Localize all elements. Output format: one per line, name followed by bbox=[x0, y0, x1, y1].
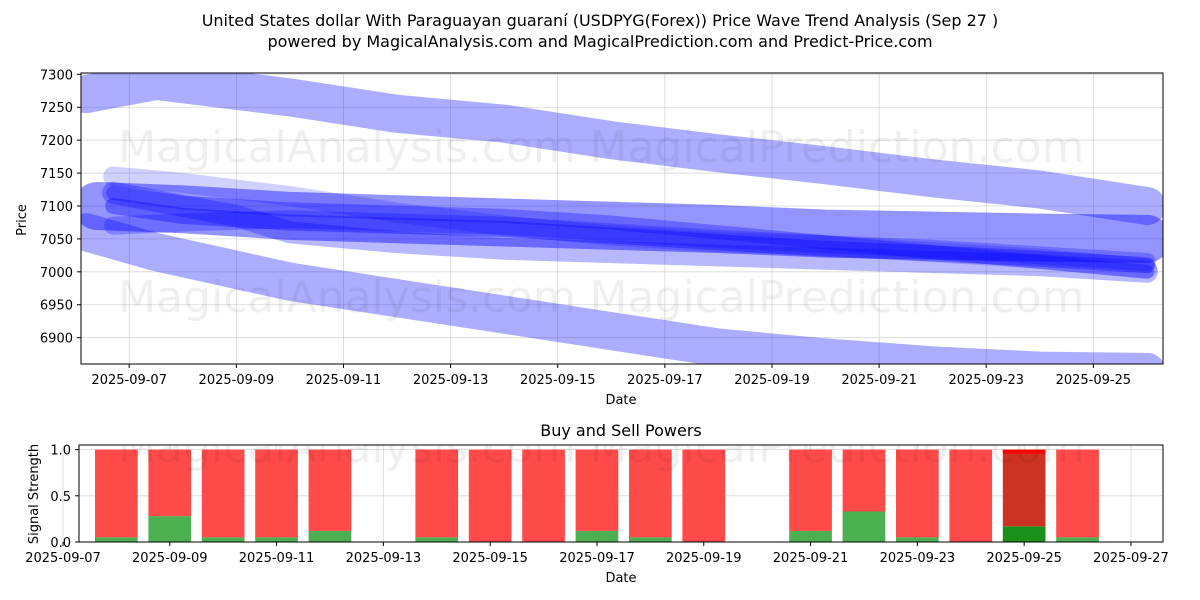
signal-y-tick-label: 0.0 bbox=[50, 536, 71, 551]
sell-bar bbox=[949, 449, 993, 542]
main-watermarks: MagicalAnalysis.com MagicalPrediction.com… bbox=[118, 122, 1084, 323]
main-x-tick-label: 2025-09-23 bbox=[948, 373, 1024, 388]
main-y-tick-label: 7100 bbox=[40, 200, 73, 215]
sell-bar bbox=[308, 449, 352, 531]
chart-title-line1: United States dollar With Paraguayan gua… bbox=[202, 11, 999, 30]
main-x-tick-label: 2025-09-15 bbox=[520, 373, 596, 388]
chart-title-line2: powered by MagicalAnalysis.com and Magic… bbox=[267, 32, 932, 51]
wave-band-upper-envelope bbox=[81, 73, 1163, 225]
main-y-axis-label: Price bbox=[15, 204, 30, 236]
buy-bar bbox=[842, 511, 886, 542]
sell-bar bbox=[522, 449, 565, 542]
wave-band-wave-e bbox=[106, 185, 1154, 279]
sell-bar bbox=[629, 449, 672, 538]
main-x-tick-label: 2025-09-17 bbox=[627, 373, 703, 388]
main-x-tick-label: 2025-09-21 bbox=[841, 373, 917, 388]
signal-x-tick-label: 2025-09-11 bbox=[239, 551, 315, 566]
sell-bar-cap bbox=[1002, 449, 1046, 454]
buy-bar bbox=[415, 537, 459, 542]
signal-x-tick-label: 2025-09-23 bbox=[880, 551, 956, 566]
sell-bar bbox=[575, 449, 619, 531]
main-y-tick-label: 7150 bbox=[40, 167, 73, 182]
sell-bar bbox=[415, 449, 459, 538]
watermark-text: MagicalPrediction.com bbox=[590, 422, 1085, 473]
sell-bar bbox=[201, 449, 245, 538]
main-x-tick-label: 2025-09-25 bbox=[1056, 373, 1132, 388]
watermark-text: MagicalAnalysis.com bbox=[118, 122, 576, 173]
main-y-tick-label: 7300 bbox=[40, 68, 73, 83]
buy-bar bbox=[308, 530, 352, 542]
main-x-tick-label: 2025-09-13 bbox=[413, 373, 489, 388]
signal-x-tick-label: 2025-09-13 bbox=[346, 551, 422, 566]
sell-bar bbox=[896, 449, 939, 538]
main-x-tick-label: 2025-09-09 bbox=[199, 373, 275, 388]
buy-bar bbox=[95, 537, 138, 542]
sell-bar bbox=[842, 449, 886, 512]
main-x-tick-label: 2025-09-07 bbox=[91, 373, 167, 388]
signal-x-axis-ticks: 2025-09-07 2025-09-09 2025-09-11 2025-09-13… bbox=[25, 542, 1169, 566]
signal-x-tick-label: 2025-09-15 bbox=[452, 551, 528, 566]
main-y-tick-label: 7200 bbox=[40, 134, 73, 149]
watermark-text: MagicalPrediction.com bbox=[590, 122, 1085, 173]
signal-chart-title: Buy and Sell Powers bbox=[540, 421, 702, 440]
buy-bar bbox=[201, 537, 245, 542]
signal-y-axis-label: Signal Strength bbox=[27, 444, 42, 544]
signal-x-tick-label: 2025-09-07 bbox=[25, 551, 101, 566]
buy-bar bbox=[575, 530, 619, 542]
signal-x-tick-label: 2025-09-17 bbox=[559, 551, 635, 566]
main-x-axis-label: Date bbox=[605, 393, 636, 408]
watermark-text: MagicalAnalysis.com bbox=[118, 422, 576, 473]
watermark-text: MagicalAnalysis.com bbox=[118, 272, 576, 323]
watermark-text: MagicalPrediction.com bbox=[590, 272, 1085, 323]
sell-bar bbox=[148, 449, 192, 517]
sell-bar bbox=[468, 449, 512, 542]
main-y-tick-label: 7250 bbox=[40, 101, 73, 116]
main-y-axis-ticks: 6900 6950 7000 7050 7100 7150 7200 7250 7300 bbox=[40, 68, 81, 347]
buy-bar bbox=[896, 537, 939, 542]
sell-bar bbox=[255, 449, 298, 538]
signal-watermarks: MagicalAnalysis.com MagicalPrediction.com bbox=[118, 422, 1085, 473]
main-y-tick-label: 7050 bbox=[40, 233, 73, 248]
buy-bar bbox=[789, 530, 832, 542]
buy-bar bbox=[1056, 537, 1099, 542]
main-plot-grid bbox=[81, 73, 1163, 364]
buy-bar bbox=[148, 516, 192, 542]
signal-x-tick-label: 2025-09-25 bbox=[986, 551, 1062, 566]
main-plot-frame bbox=[80, 72, 1164, 365]
main-y-tick-label: 7000 bbox=[40, 266, 73, 281]
main-y-tick-label: 6900 bbox=[40, 332, 73, 347]
signal-x-tick-label: 2025-09-21 bbox=[773, 551, 849, 566]
sell-bar bbox=[1002, 449, 1046, 527]
buy-bar bbox=[629, 537, 672, 542]
signal-y-axis-ticks: 0.0 0.5 1.0 bbox=[50, 444, 79, 551]
wave-band-main-band bbox=[81, 182, 1163, 263]
price-wave-bands bbox=[81, 73, 1163, 364]
wave-band-wave-d bbox=[104, 210, 1156, 271]
sell-bar bbox=[789, 449, 832, 531]
wave-band-wave-a bbox=[102, 181, 1158, 283]
wave-band-lower-envelope bbox=[81, 213, 1163, 364]
signal-x-axis-label: Date bbox=[605, 571, 636, 586]
signal-x-tick-label: 2025-09-09 bbox=[132, 551, 208, 566]
main-x-tick-label: 2025-09-19 bbox=[734, 373, 810, 388]
main-x-axis-ticks: 2025-09-07 2025-09-09 2025-09-11 2025-09-13… bbox=[91, 364, 1131, 388]
main-x-tick-label: 2025-09-11 bbox=[306, 373, 382, 388]
signal-y-tick-label: 0.5 bbox=[50, 490, 71, 505]
sell-bar bbox=[682, 449, 726, 542]
buy-bar bbox=[255, 537, 298, 542]
main-y-tick-label: 6950 bbox=[40, 299, 73, 314]
signal-y-tick-label: 1.0 bbox=[50, 444, 71, 459]
wave-band-wave-b bbox=[103, 166, 1157, 279]
signal-x-tick-label: 2025-09-19 bbox=[666, 551, 742, 566]
sell-bar bbox=[95, 449, 138, 538]
signal-bars bbox=[95, 449, 1099, 542]
signal-x-tick-label: 2025-09-27 bbox=[1093, 551, 1169, 566]
wave-band-wave-c bbox=[105, 198, 1155, 274]
sell-bar bbox=[1056, 449, 1099, 538]
buy-bar bbox=[1002, 526, 1046, 542]
signal-plot-frame bbox=[78, 444, 1164, 543]
